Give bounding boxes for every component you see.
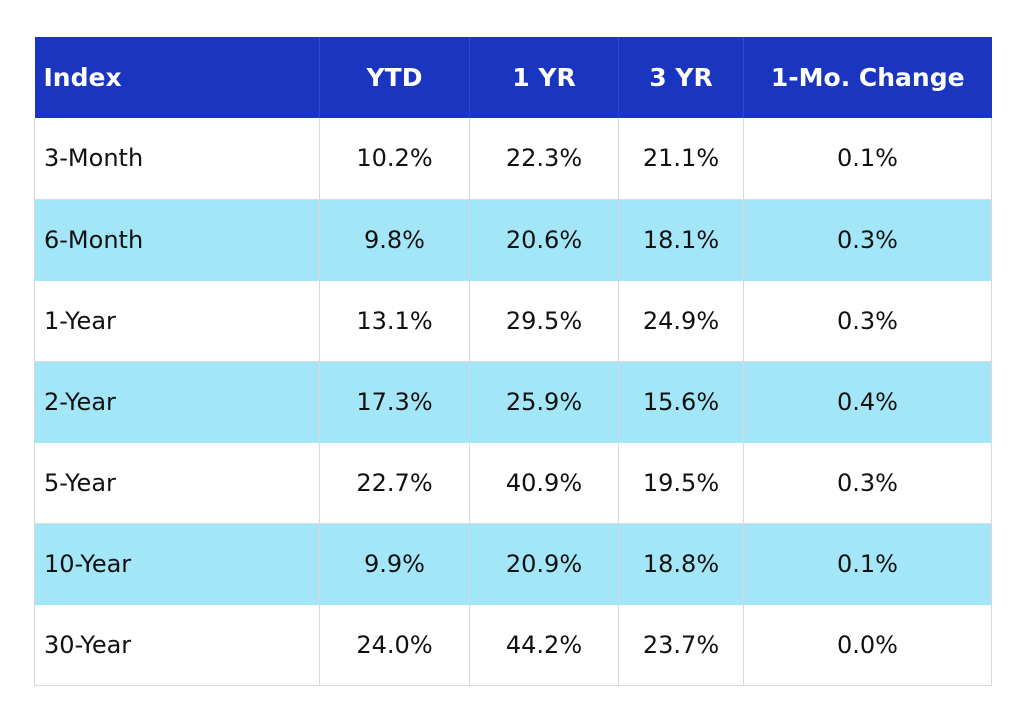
3yr-cell: 23.7%	[618, 604, 744, 686]
3yr-cell: 24.9%	[618, 280, 744, 362]
1mo-change-cell: 0.3%	[743, 442, 992, 524]
3yr-cell: 19.5%	[618, 442, 744, 524]
returns-table-container: Index YTD 1 YR 3 YR 1-Mo. Change 3-Month…	[34, 37, 992, 686]
ytd-cell: 9.8%	[319, 199, 470, 281]
table-header: Index YTD 1 YR 3 YR 1-Mo. Change	[34, 37, 992, 118]
table-row: 5-Year 22.7% 40.9% 19.5% 0.3%	[34, 442, 992, 524]
header-1mo-change: 1-Mo. Change	[770, 63, 965, 92]
table-row: 6-Month 9.8% 20.6% 18.1% 0.3%	[34, 199, 992, 281]
row-index-label: 1-Year	[34, 280, 320, 362]
row-index-label: 5-Year	[34, 442, 320, 524]
1yr-cell: 29.5%	[469, 280, 619, 362]
row-index-label: 2-Year	[34, 361, 320, 443]
1mo-change-cell: 0.1%	[743, 118, 992, 200]
table-body: 3-Month 10.2% 22.3% 21.1% 0.1% 6-Month 9…	[34, 118, 992, 686]
table-row: 3-Month 10.2% 22.3% 21.1% 0.1%	[34, 118, 992, 200]
1mo-change-cell: 0.4%	[743, 361, 992, 443]
row-index-label: 10-Year	[34, 523, 320, 605]
3yr-cell: 15.6%	[618, 361, 744, 443]
row-index-label: 3-Month	[34, 118, 320, 200]
header-ytd: YTD	[319, 37, 470, 118]
1yr-cell: 20.6%	[469, 199, 619, 281]
table-row: 2-Year 17.3% 25.9% 15.6% 0.4%	[34, 361, 992, 443]
1yr-cell: 22.3%	[469, 118, 619, 200]
header-index: Index	[34, 37, 320, 118]
table-row: 1-Year 13.1% 29.5% 24.9% 0.3%	[34, 280, 992, 362]
ytd-cell: 10.2%	[319, 118, 470, 200]
header-3yr: 3 YR	[618, 37, 744, 118]
index-returns-table: Index YTD 1 YR 3 YR 1-Mo. Change 3-Month…	[34, 37, 992, 686]
1mo-change-cell: 0.0%	[743, 604, 992, 686]
ytd-cell: 22.7%	[319, 442, 470, 524]
table-row: 30-Year 24.0% 44.2% 23.7% 0.0%	[34, 604, 992, 686]
header-1yr: 1 YR	[469, 37, 619, 118]
row-index-label: 6-Month	[34, 199, 320, 281]
3yr-cell: 21.1%	[618, 118, 744, 200]
3yr-cell: 18.1%	[618, 199, 744, 281]
1yr-cell: 40.9%	[469, 442, 619, 524]
ytd-cell: 9.9%	[319, 523, 470, 605]
header-row: Index YTD 1 YR 3 YR 1-Mo. Change	[34, 37, 992, 118]
1yr-cell: 44.2%	[469, 604, 619, 686]
1yr-cell: 20.9%	[469, 523, 619, 605]
1yr-cell: 25.9%	[469, 361, 619, 443]
1mo-change-cell: 0.3%	[743, 280, 992, 362]
table-row: 10-Year 9.9% 20.9% 18.8% 0.1%	[34, 523, 992, 605]
ytd-cell: 17.3%	[319, 361, 470, 443]
1mo-change-cell: 0.3%	[743, 199, 992, 281]
3yr-cell: 18.8%	[618, 523, 744, 605]
ytd-cell: 13.1%	[319, 280, 470, 362]
1mo-change-cell: 0.1%	[743, 523, 992, 605]
ytd-cell: 24.0%	[319, 604, 470, 686]
row-index-label: 30-Year	[34, 604, 320, 686]
